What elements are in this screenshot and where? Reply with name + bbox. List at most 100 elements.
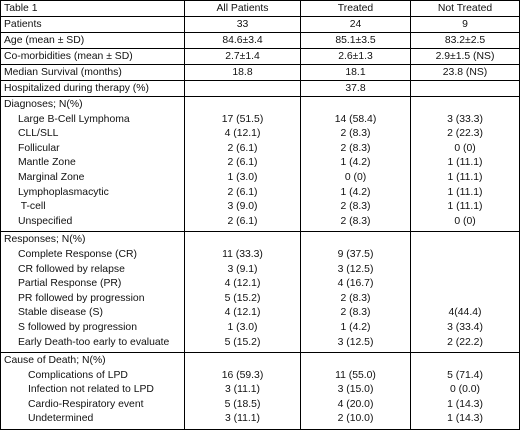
- cell-all: 16 (59.3): [221, 369, 264, 381]
- cell-not-treated: 1 (14.3): [447, 413, 483, 425]
- cell-treated: 4 (16.7): [337, 278, 374, 290]
- cell-treated: 2 (10.0): [337, 413, 374, 425]
- cell-treated: 37.8: [300, 80, 411, 97]
- cell-treated: 3 (15.0): [337, 384, 374, 396]
- row-label: Partial Response (PR): [18, 278, 122, 290]
- row-label: S followed by progression: [18, 321, 137, 333]
- section-labels: Cause of Death; N(%) Complications of LP…: [0, 352, 185, 431]
- row-label: Complications of LPD: [28, 369, 128, 381]
- section-values-not-treated: 3 (33.3) 2 (22.3) 0 (0) 1 (11.1) 1 (11.1…: [410, 95, 520, 233]
- cell-treated: 85.1±3.5: [300, 32, 411, 49]
- cell-treated: 2.6±1.3: [300, 48, 411, 65]
- section-heading: Diagnoses; N(%): [4, 99, 83, 110]
- cell-all: 4 (12.1): [224, 307, 261, 319]
- cell-not-treated: 1 (11.1): [447, 201, 483, 213]
- row-label: Age (mean ± SD): [0, 32, 185, 49]
- cell-not-treated: 2.9±1.5 (NS): [410, 48, 520, 65]
- row-label: Lymphoplasmacytic: [18, 186, 109, 198]
- section-values-all: 17 (51.5) 4 (12.1) 2 (6.1) 2 (6.1) 1 (3.…: [184, 95, 301, 233]
- cell-all: 3 (11.1): [224, 384, 261, 396]
- cell-not-treated: 1 (14.3): [447, 398, 483, 410]
- cell-all: 1 (3.0): [227, 171, 258, 183]
- row-label: Infection not related to LPD: [28, 384, 154, 396]
- cell-treated: 0 (0): [344, 171, 367, 183]
- cell-all: 3 (9.1): [227, 263, 258, 275]
- cell-treated: 2 (8.3): [340, 307, 371, 319]
- row-label: Follicular: [18, 142, 60, 154]
- cell-not-treated: 0 (0): [454, 142, 476, 154]
- column-header-treated: Treated: [300, 0, 411, 17]
- section-heading: Responses; N(%): [4, 234, 86, 246]
- cell-not-treated: 3 (33.3): [447, 113, 483, 125]
- cell-not-treated: 1 (11.1): [447, 157, 483, 169]
- row-label: PR followed by progression: [18, 292, 145, 304]
- cell-treated: 2 (8.3): [340, 201, 371, 213]
- cell-all: 11 (33.3): [222, 248, 263, 260]
- cell-treated: 2 (8.3): [340, 128, 371, 140]
- cell-not-treated: 0 (0): [454, 215, 476, 227]
- cell-not-treated: 1 (11.1): [447, 171, 483, 183]
- cell-all: 2 (6.1): [227, 186, 258, 198]
- cell-not-treated: 2 (22.2): [447, 336, 483, 348]
- section-values-all: 11 (33.3) 3 (9.1) 4 (12.1) 5 (15.2) 4 (1…: [184, 231, 301, 354]
- section-values-not-treated: 4(44.4) 3 (33.4) 2 (22.2): [410, 231, 520, 354]
- cell-all: 84.6±3.4: [184, 32, 301, 49]
- row-label: Cardio-Respiratory event: [28, 398, 144, 410]
- row-label: Early Death-too early to evaluate: [18, 336, 170, 348]
- cell-all: 33: [184, 16, 301, 33]
- row-label: Undetermined: [28, 413, 94, 425]
- cell-all: 1 (3.0): [227, 321, 258, 333]
- table-title: Table 1: [0, 0, 185, 17]
- row-label: Stable disease (S): [18, 307, 103, 319]
- cell-all: 3 (9.0): [227, 201, 258, 213]
- summary-row-patients: Patients 33 24 9: [0, 16, 520, 33]
- row-label: Patients: [0, 16, 185, 33]
- row-label: Co-morbidities (mean ± SD): [0, 48, 185, 65]
- cell-all: 3 (11.1): [224, 413, 261, 425]
- cell-not-treated: [410, 80, 520, 97]
- cell-treated: 1 (4.2): [340, 321, 371, 333]
- row-label: Complete Response (CR): [18, 248, 137, 260]
- section-cause-of-death: Cause of Death; N(%) Complications of LP…: [0, 352, 520, 431]
- cell-all: 5 (15.2): [224, 292, 261, 304]
- cell-not-treated: 2 (22.3): [447, 128, 483, 140]
- cell-not-treated: 5 (71.4): [447, 369, 483, 381]
- cell-not-treated: [414, 277, 516, 292]
- cell-not-treated: 4(44.4): [448, 307, 482, 319]
- cell-treated: 14 (58.4): [334, 113, 377, 125]
- cell-treated: 2 (8.3): [340, 215, 371, 227]
- cell-treated: 3 (12.5): [337, 263, 374, 275]
- cell-all: 4 (12.1): [224, 278, 261, 290]
- cell-treated: 2 (8.3): [340, 142, 371, 154]
- cell-treated: 11 (55.0): [335, 369, 376, 381]
- column-header-all-patients: All Patients: [184, 0, 301, 17]
- summary-row-age: Age (mean ± SD) 84.6±3.4 85.1±3.5 83.2±2…: [0, 32, 520, 49]
- cell-all: 2.7±1.4: [184, 48, 301, 65]
- section-values-treated: 14 (58.4) 2 (8.3) 2 (8.3) 1 (4.2) 0 (0) …: [300, 95, 411, 233]
- cell-not-treated: 0 (0.0): [449, 384, 481, 396]
- cell-all: 17 (51.5): [221, 113, 264, 125]
- column-header-not-treated: Not Treated: [410, 0, 520, 17]
- cell-treated: 2 (8.3): [340, 292, 371, 304]
- cell-all: 18.8: [184, 64, 301, 81]
- cell-not-treated: 83.2±2.5: [410, 32, 520, 49]
- row-label: Marginal Zone: [18, 171, 85, 183]
- cell-treated: 24: [300, 16, 411, 33]
- cell-all: 2 (6.1): [227, 215, 258, 227]
- cell-not-treated: 23.8 (NS): [410, 64, 520, 81]
- cell-treated: 18.1: [300, 64, 411, 81]
- row-label: T-cell: [18, 201, 46, 213]
- section-values-not-treated: 5 (71.4) 0 (0.0) 1 (14.3) 1 (14.3): [410, 352, 520, 431]
- section-labels: Responses; N(%) Complete Response (CR) C…: [0, 231, 185, 354]
- cell-all: [184, 80, 301, 97]
- cell-treated: 3 (12.5): [337, 336, 374, 348]
- cell-not-treated: [414, 263, 516, 278]
- cell-treated: 4 (20.0): [337, 398, 374, 410]
- cell-not-treated: 9: [410, 16, 520, 33]
- cell-treated: 1 (4.2): [340, 157, 371, 169]
- section-heading: Cause of Death; N(%): [4, 355, 106, 367]
- summary-row-comorbidities: Co-morbidities (mean ± SD) 2.7±1.4 2.6±1…: [0, 48, 520, 65]
- row-label: CR followed by relapse: [18, 263, 125, 275]
- section-values-all: 16 (59.3) 3 (11.1) 5 (18.5) 3 (11.1): [184, 352, 301, 431]
- summary-row-median-survival: Median Survival (months) 18.8 18.1 23.8 …: [0, 64, 520, 81]
